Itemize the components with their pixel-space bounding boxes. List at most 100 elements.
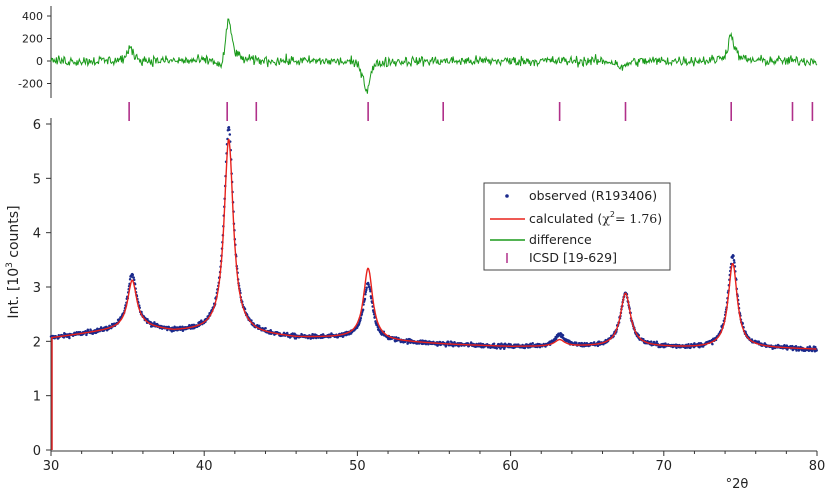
observed-point — [794, 345, 798, 348]
observed-point — [561, 334, 565, 337]
x-tick-label: 50 — [349, 459, 366, 474]
observed-point — [227, 125, 231, 129]
y-axis-label-sup: 3 — [5, 262, 15, 268]
x-tick-label: 70 — [656, 459, 673, 474]
observed-point — [783, 344, 786, 347]
legend-calculated-label: calculated (χ2= 1.76) — [529, 210, 662, 226]
observed-point — [698, 346, 701, 349]
main-y-tick-label: 5 — [33, 172, 41, 187]
legend-difference-label: difference — [529, 232, 592, 247]
x-axis-label: °2θ — [726, 477, 749, 492]
observed-point — [580, 341, 584, 345]
observed-point — [172, 329, 175, 332]
main-y-tick-label: 0 — [33, 444, 41, 459]
observed-point — [364, 290, 368, 294]
reflection-ticks — [128, 102, 814, 121]
observed-point — [450, 341, 454, 344]
observed-point — [365, 288, 368, 292]
observed-point — [732, 254, 735, 258]
difference-y-tick-label: 400 — [22, 10, 43, 23]
observed-point — [368, 288, 372, 291]
observed-point — [757, 340, 761, 343]
main-y-tick-label: 1 — [33, 390, 41, 405]
x-tick-label: 60 — [502, 459, 519, 474]
observed-point — [359, 318, 362, 322]
observed-point — [733, 261, 736, 264]
observed-point — [228, 133, 232, 136]
observed-point — [495, 347, 499, 350]
observed-point — [655, 340, 659, 344]
observed-point — [795, 349, 798, 352]
x-tick-label: 80 — [809, 459, 826, 474]
main-y-tick-label: 2 — [33, 335, 41, 350]
legend-icsd-label: ICSD [19-629] — [529, 250, 617, 265]
observed-point — [732, 259, 736, 262]
difference-series — [50, 18, 818, 94]
observed-point — [181, 325, 184, 328]
observed-point — [190, 323, 194, 327]
y-axis-label: Int. [103 counts] — [5, 205, 22, 318]
observed-point — [427, 342, 430, 346]
legend-observed-marker — [505, 194, 509, 198]
observed-point — [598, 340, 601, 343]
observed-point — [364, 292, 367, 296]
legend-observed-label: observed (R193406) — [529, 188, 657, 203]
x-tick-label: 40 — [196, 459, 213, 474]
legend-box — [483, 182, 671, 271]
observed-point — [675, 346, 678, 349]
observed-point — [361, 308, 365, 311]
observed-point — [200, 319, 203, 322]
observed-point — [132, 276, 135, 279]
main-y-tick-label: 4 — [33, 227, 41, 242]
observed-point — [178, 325, 182, 329]
observed-point — [711, 342, 714, 346]
observed-point — [417, 342, 421, 345]
observed-point — [130, 275, 133, 278]
observed-point — [228, 128, 231, 131]
observed-point — [363, 297, 367, 301]
observed-point — [365, 286, 368, 290]
observed-point — [370, 296, 373, 300]
observed-point — [649, 340, 653, 343]
observed-point — [791, 344, 794, 348]
calculated-series — [51, 138, 817, 450]
observed-point — [531, 342, 534, 345]
observed-series — [49, 125, 818, 450]
observed-point — [592, 341, 596, 344]
observed-point — [321, 336, 324, 339]
legend-chi-sup: 2 — [610, 210, 615, 219]
observed-point — [68, 336, 71, 340]
observed-point — [596, 344, 600, 348]
observed-point — [264, 326, 267, 330]
legend-calculated-prefix: calculated ( — [529, 211, 602, 226]
observed-point — [131, 273, 135, 277]
y-axis-label-prefix: Int. [10 — [6, 268, 22, 319]
observed-point — [132, 278, 136, 282]
observed-point — [492, 342, 496, 346]
observed-point — [814, 345, 817, 349]
main-panel: 30 40 50 60 70 80 0 1 2 3 4 5 6 — [33, 118, 826, 474]
observed-point — [369, 289, 372, 293]
difference-y-tick-label: 200 — [22, 33, 43, 46]
legend-chi-symbol: χ — [602, 211, 610, 226]
difference-y-tick-label: -200 — [18, 78, 43, 91]
observed-point — [368, 286, 371, 289]
legend-calculated-suffix: ) — [657, 211, 662, 226]
observed-point — [146, 318, 149, 321]
legend: observed (R193406) calculated (χ2= 1.76)… — [483, 182, 671, 271]
difference-y-tick-label: 0 — [36, 55, 43, 68]
observed-point — [451, 344, 455, 348]
observed-point — [500, 342, 503, 345]
observed-point — [128, 277, 132, 281]
legend-chi-value: = 1.76 — [615, 211, 657, 226]
observed-point — [575, 341, 578, 345]
observed-point — [367, 283, 370, 286]
main-y-tick-label: 6 — [33, 118, 41, 133]
x-tick-label: 30 — [43, 459, 60, 474]
observed-point — [153, 321, 156, 324]
difference-panel: 400 200 0 -200 — [18, 6, 818, 98]
observed-point — [815, 349, 818, 352]
observed-point — [479, 342, 482, 345]
y-axis-label-suffix: counts] — [6, 205, 22, 262]
